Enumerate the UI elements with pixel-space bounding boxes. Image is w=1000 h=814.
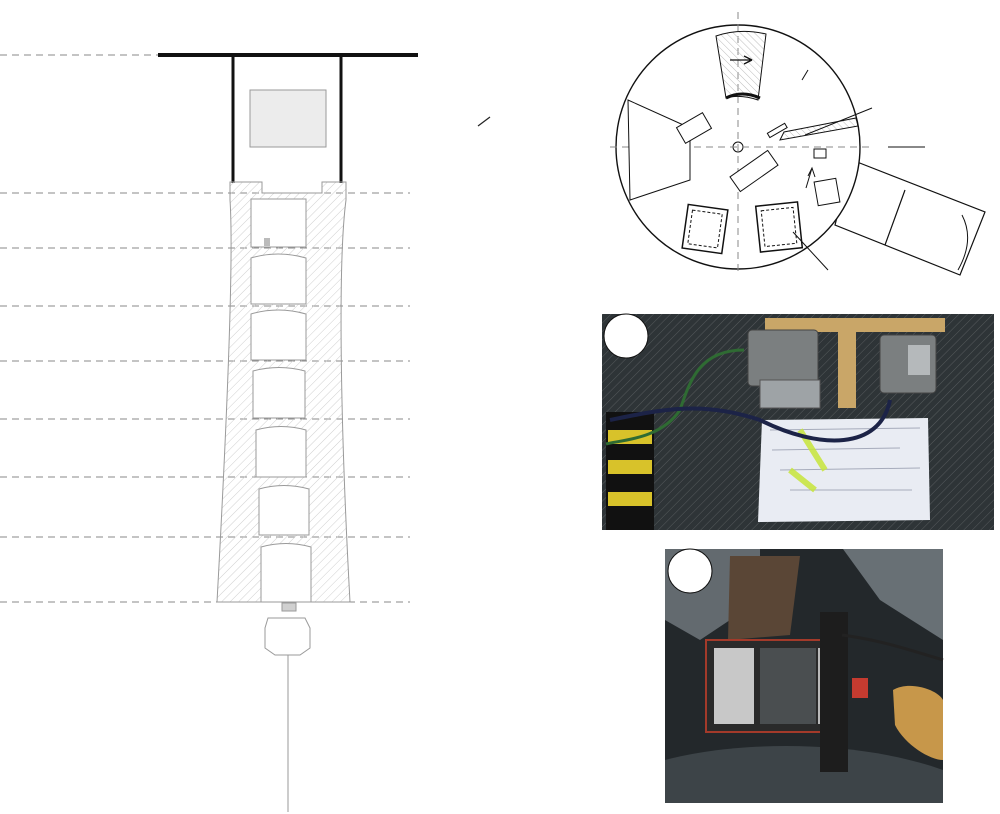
tower-body (216, 181, 351, 603)
item-134 (675, 112, 713, 144)
stair-landing (725, 92, 761, 100)
panel-b (610, 12, 986, 276)
entrance-annex (834, 159, 986, 276)
barrier-stripe-3 (608, 492, 652, 506)
photo-d-floor-edge (665, 746, 943, 803)
barrier-stripe-2 (608, 460, 652, 474)
panel-d-photo (665, 548, 944, 803)
plan-wall-segment (627, 99, 691, 201)
photo-c-wood-post (838, 318, 856, 408)
room-bed (250, 253, 307, 305)
helipad-structure (158, 53, 418, 183)
north-arrow (477, 116, 491, 127)
photo-c-cable-blue (609, 399, 892, 443)
panel-c-photo (602, 313, 994, 530)
cable-tray-leader (804, 107, 873, 136)
room-engine (255, 426, 307, 478)
room-bathroom (252, 367, 306, 419)
photo-c-clamp-face (908, 345, 930, 375)
stair-mark (264, 238, 270, 246)
photo-c-drawing-lines (769, 427, 921, 491)
item-130 (766, 122, 788, 139)
room-kitchen (250, 309, 307, 361)
photo-d-wood-block (728, 556, 800, 640)
photo-c-barrier (606, 412, 654, 530)
photo-d-cable (841, 633, 944, 662)
photo-d-glare-top-right (843, 549, 943, 640)
plan-A-arrow (805, 166, 816, 189)
photo-d-shaker-rail-left (714, 648, 754, 724)
room-battery (250, 198, 307, 248)
annex-arc (957, 214, 969, 271)
photo-c-drawing-paper (758, 418, 930, 522)
tank-left-inner (687, 209, 723, 249)
item-132 (729, 149, 779, 193)
foundation-void (264, 617, 311, 656)
item-121 (813, 148, 827, 159)
lantern-box (249, 89, 327, 148)
foundation-shaft (281, 602, 297, 612)
photo-c-label-badge (603, 313, 649, 359)
photo-d-label-badge (667, 548, 713, 594)
item-136-mark (801, 69, 809, 81)
annex-door-line (884, 189, 906, 246)
panel-a (0, 53, 418, 812)
tank-right-inner (760, 206, 798, 248)
cross-section-column (477, 116, 491, 127)
photo-d-actuator (820, 612, 848, 772)
photo-c-sensor-block (759, 379, 821, 409)
room-base (260, 543, 312, 603)
stair-up-arrow (730, 55, 753, 65)
photo-c-clamp-left (747, 329, 819, 387)
item88-leader (792, 231, 829, 271)
tank-left (681, 203, 729, 255)
tank-right (754, 201, 804, 253)
room-freezer (258, 485, 310, 536)
photo-d-red-connector (852, 678, 868, 698)
tower-foundation (264, 602, 311, 812)
item-87 (813, 177, 841, 207)
photo-d-shaker-plate (760, 648, 816, 724)
level-lines (0, 54, 410, 603)
photo-d-boot (893, 685, 943, 760)
